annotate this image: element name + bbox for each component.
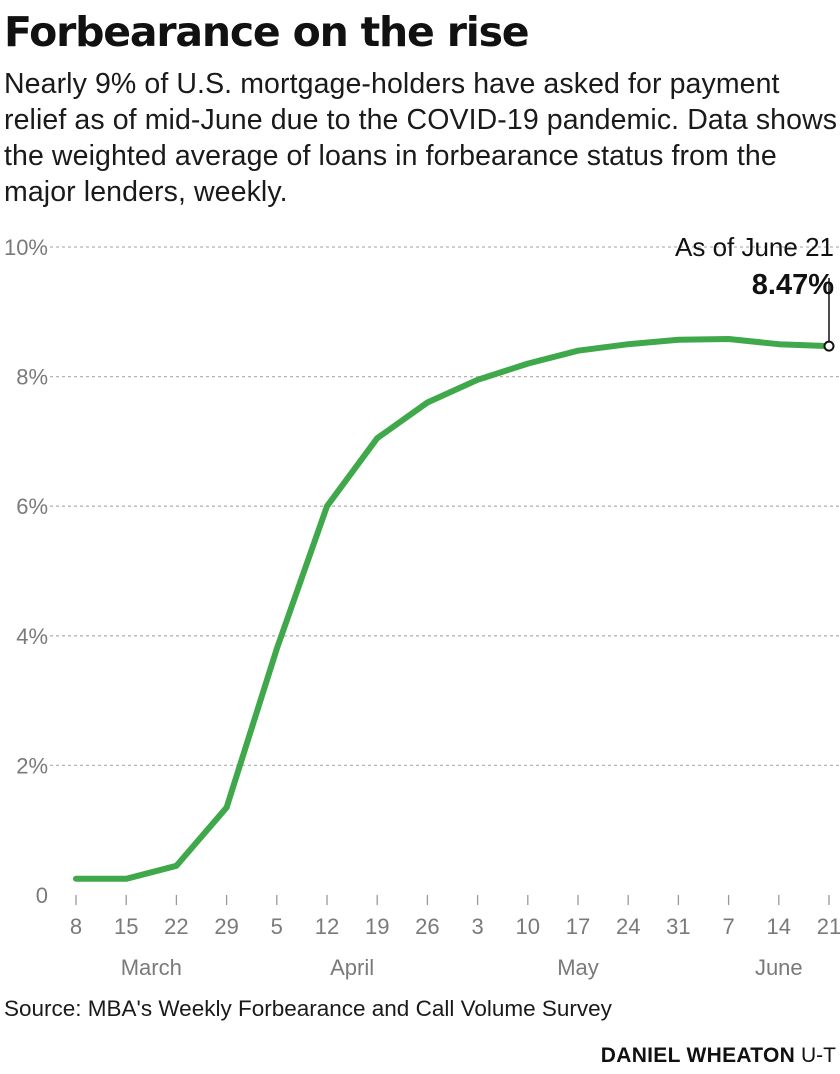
month-label: May	[557, 955, 599, 980]
credit: DANIEL WHEATON U-T	[601, 1044, 836, 1068]
annotation-label: As of June 21	[675, 232, 834, 262]
x-tick-label: 29	[214, 914, 238, 939]
x-tick-label: 15	[114, 914, 138, 939]
last-point-marker	[823, 340, 835, 352]
x-tick-label: 12	[315, 914, 339, 939]
chart-title: Forbearance on the rise	[4, 8, 530, 56]
month-label: June	[755, 955, 803, 980]
x-tick-label: 14	[767, 914, 791, 939]
y-tick-label: 8%	[16, 365, 48, 390]
x-tick-label: 26	[415, 914, 439, 939]
month-label: April	[330, 955, 374, 980]
byline: DANIEL WHEATON	[600, 1044, 796, 1067]
month-label: March	[121, 955, 182, 980]
x-tick-label: 5	[271, 914, 283, 939]
x-tick-label: 22	[164, 914, 188, 939]
x-tick-label: 17	[566, 914, 590, 939]
y-tick-label: 4%	[16, 624, 48, 649]
x-tick-label: 31	[666, 914, 690, 939]
x-tick-label: 3	[471, 914, 483, 939]
x-tick-label: 19	[365, 914, 389, 939]
chart-subtitle: Nearly 9% of U.S. mortgage-holders have …	[4, 68, 838, 208]
y-tick-label: 6%	[16, 494, 48, 519]
data-line	[73, 336, 832, 882]
x-tick-label: 7	[722, 914, 734, 939]
annotation-value: 8.47%	[752, 269, 834, 301]
outlet: U-T	[801, 1044, 836, 1067]
y-tick-label: 10%	[4, 235, 48, 260]
x-tick-label: 21	[817, 914, 840, 939]
source-note: Source: MBA's Weekly Forbearance and Cal…	[4, 996, 612, 1021]
y-tick-label: 0	[36, 883, 48, 908]
y-tick-label: 2%	[16, 753, 48, 778]
x-tick-label: 24	[616, 914, 640, 939]
x-tick-label: 10	[516, 914, 540, 939]
x-tick-label: 8	[70, 914, 82, 939]
